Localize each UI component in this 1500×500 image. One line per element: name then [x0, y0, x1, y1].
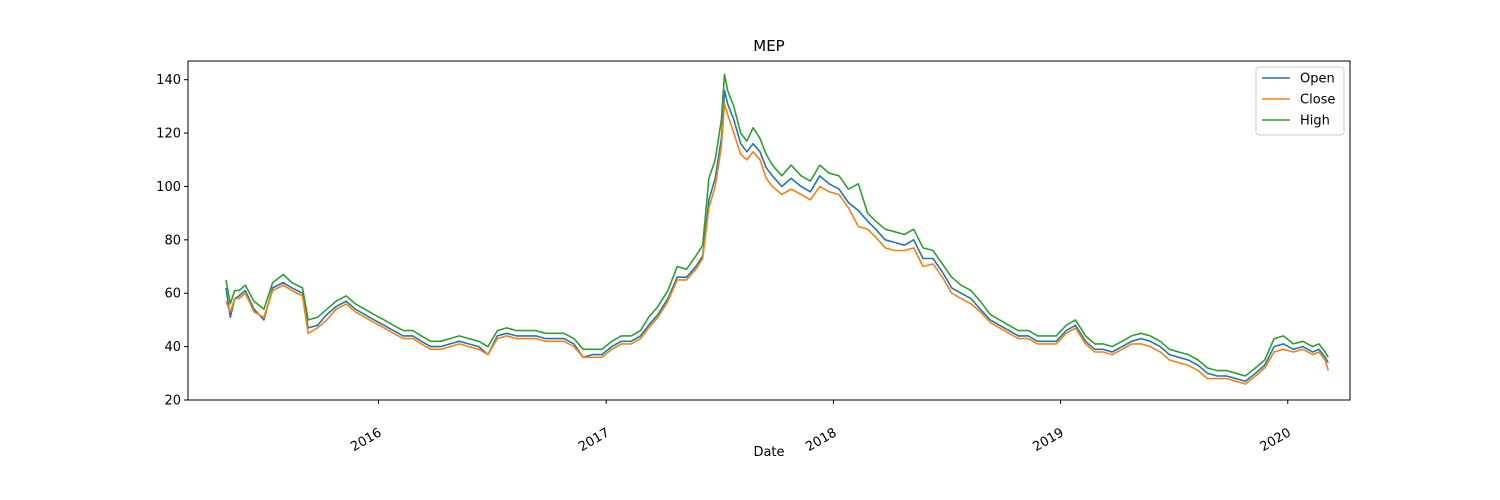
y-tick-label: 60 — [164, 287, 181, 302]
y-tick-label: 20 — [164, 394, 181, 409]
y-tick-label: 80 — [164, 233, 181, 248]
legend-label-open: Open — [1300, 72, 1335, 87]
chart-title: MEP — [753, 37, 784, 55]
series-line-high — [225, 73, 1329, 377]
y-tick-label: 140 — [156, 73, 181, 88]
legend-box — [1255, 66, 1345, 136]
plot-frame — [187, 60, 1351, 401]
legend-label-high: High — [1300, 114, 1330, 129]
y-tick-label: 100 — [156, 180, 181, 195]
series-line-close — [225, 102, 1329, 385]
series-layer — [225, 73, 1329, 385]
y-axis: 20 40 60 80 100 120 140 — [156, 73, 188, 409]
x-axis-label: Date — [753, 445, 784, 460]
legend-label-close: Close — [1300, 93, 1335, 108]
series-line-open — [225, 89, 1329, 383]
y-tick-label: 40 — [164, 340, 181, 355]
y-tick-label: 120 — [156, 127, 181, 142]
legend: Open Close High — [1255, 66, 1345, 136]
plot-area — [187, 60, 1351, 401]
